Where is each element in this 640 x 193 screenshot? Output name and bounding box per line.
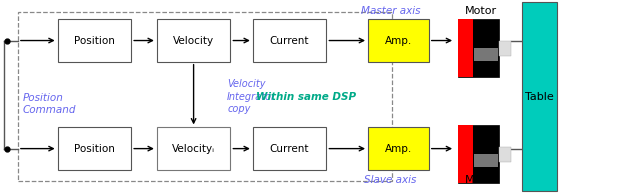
Text: Current: Current: [270, 36, 309, 46]
Text: Motor: Motor: [465, 6, 497, 16]
Text: Master axis: Master axis: [361, 6, 420, 16]
Text: Velocityᵢ: Velocityᵢ: [172, 144, 215, 154]
FancyBboxPatch shape: [499, 41, 511, 56]
FancyBboxPatch shape: [458, 125, 499, 183]
Text: Amp.: Amp.: [385, 36, 412, 46]
FancyBboxPatch shape: [458, 19, 499, 77]
FancyBboxPatch shape: [58, 19, 131, 62]
FancyBboxPatch shape: [253, 19, 326, 62]
FancyBboxPatch shape: [253, 127, 326, 170]
FancyBboxPatch shape: [499, 147, 511, 162]
Text: Position
Command: Position Command: [22, 93, 76, 115]
FancyBboxPatch shape: [58, 127, 131, 170]
Text: Within same DSP: Within same DSP: [256, 91, 356, 102]
FancyBboxPatch shape: [368, 19, 429, 62]
Text: Slave axis: Slave axis: [364, 175, 417, 185]
Text: Amp.: Amp.: [385, 144, 412, 154]
FancyBboxPatch shape: [157, 19, 230, 62]
FancyBboxPatch shape: [474, 48, 498, 61]
FancyBboxPatch shape: [522, 2, 557, 191]
Text: Position: Position: [74, 36, 115, 46]
FancyBboxPatch shape: [458, 125, 474, 183]
FancyBboxPatch shape: [157, 127, 230, 170]
FancyBboxPatch shape: [368, 127, 429, 170]
Text: Velocity: Velocity: [173, 36, 214, 46]
Text: Position: Position: [74, 144, 115, 154]
Text: Table: Table: [525, 91, 554, 102]
FancyBboxPatch shape: [458, 19, 474, 77]
Text: Current: Current: [270, 144, 309, 154]
Text: Motor: Motor: [465, 175, 497, 185]
Text: Velocity
Integrator
copy: Velocity Integrator copy: [227, 79, 276, 114]
FancyBboxPatch shape: [474, 154, 498, 167]
